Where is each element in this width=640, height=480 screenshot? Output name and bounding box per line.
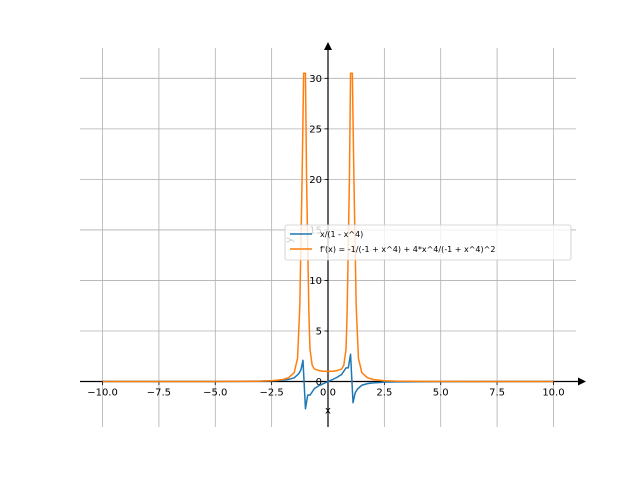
x-tick-label: −10.0: [87, 388, 118, 399]
x-tick-label: −5.0: [203, 388, 227, 399]
x-axis-label: x: [325, 406, 331, 417]
series-line-2: [102, 72, 554, 383]
y-tick-label: 30: [309, 74, 322, 85]
legend-label-series-2: f'(x) = -1/(-1 + x^4) + 4*x^4/(-1 + x^4)…: [320, 245, 495, 254]
x-tick-label: 5.0: [433, 388, 449, 399]
legend: x/(1 - x^4) f'(x) = -1/(-1 + x^4) + 4*x^…: [284, 224, 572, 261]
y-tick-label: 20: [309, 175, 322, 186]
x-tick-label: −2.5: [259, 388, 283, 399]
x-tick-label: 10.0: [542, 388, 564, 399]
y-axis-arrow-icon: [324, 42, 332, 50]
y-tick-label: 25: [309, 124, 322, 135]
legend-label-series-1: x/(1 - x^4): [320, 230, 363, 239]
x-tick-label: −7.5: [147, 388, 171, 399]
y-tick-label: 0: [316, 377, 322, 388]
series-line-1: [102, 353, 554, 410]
x-axis-arrow-icon: [578, 377, 586, 386]
y-tick-label: 5: [316, 326, 322, 337]
x-tick-label: 2.5: [376, 388, 392, 399]
legend-box: [284, 224, 572, 261]
series: [102, 72, 554, 410]
x-tick-label: 7.5: [489, 388, 505, 399]
y-tick-label: 10: [309, 276, 322, 287]
